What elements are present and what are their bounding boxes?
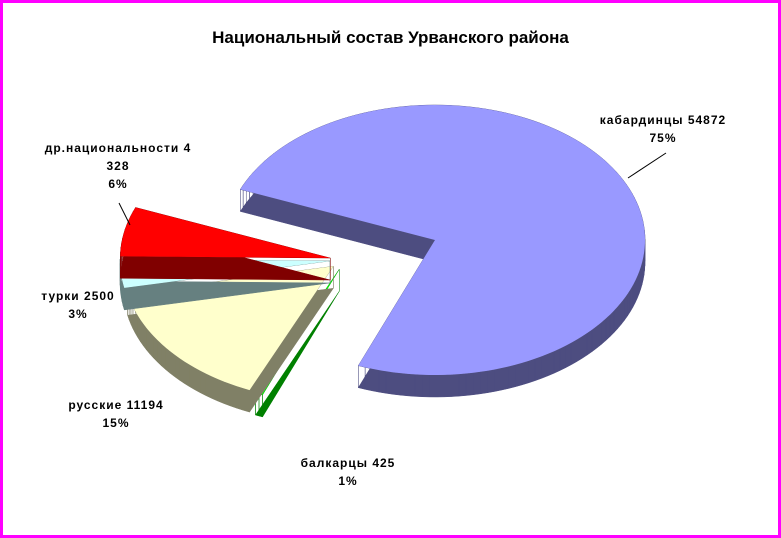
label-name: турки [41,289,80,303]
data-label: русские 11194 15% [41,396,191,432]
slices [119,104,646,418]
slice [120,207,331,259]
slice-side [255,268,340,418]
chart-title: Национальный состав Урванского района [212,28,569,47]
label-percent: 6% [108,177,128,191]
label-value: 2500 [84,289,115,303]
label-name: др.национальности [44,141,180,155]
data-label: балкарцы 425 1% [273,454,423,490]
label-value: 4328 [106,141,192,173]
label-percent: 3% [68,307,88,321]
label-percent: 1% [338,474,358,488]
slice [240,105,645,375]
label-value: 11194 [126,398,164,412]
label-name: балкарцы [300,456,368,470]
leader-line [627,152,667,179]
label-percent: 15% [102,416,130,430]
data-label: кабардинцы 54872 75% [588,111,738,147]
label-value: 425 [372,456,396,470]
plot [118,104,667,418]
label-value: 54872 [687,113,727,127]
label-name: кабардинцы [599,113,684,127]
data-label: др.национальности 4328 6% [43,139,193,193]
label-percent: 75% [649,131,677,145]
label-name: русские [68,398,123,412]
data-label: турки 2500 3% [3,287,153,323]
leader-line [118,202,131,226]
